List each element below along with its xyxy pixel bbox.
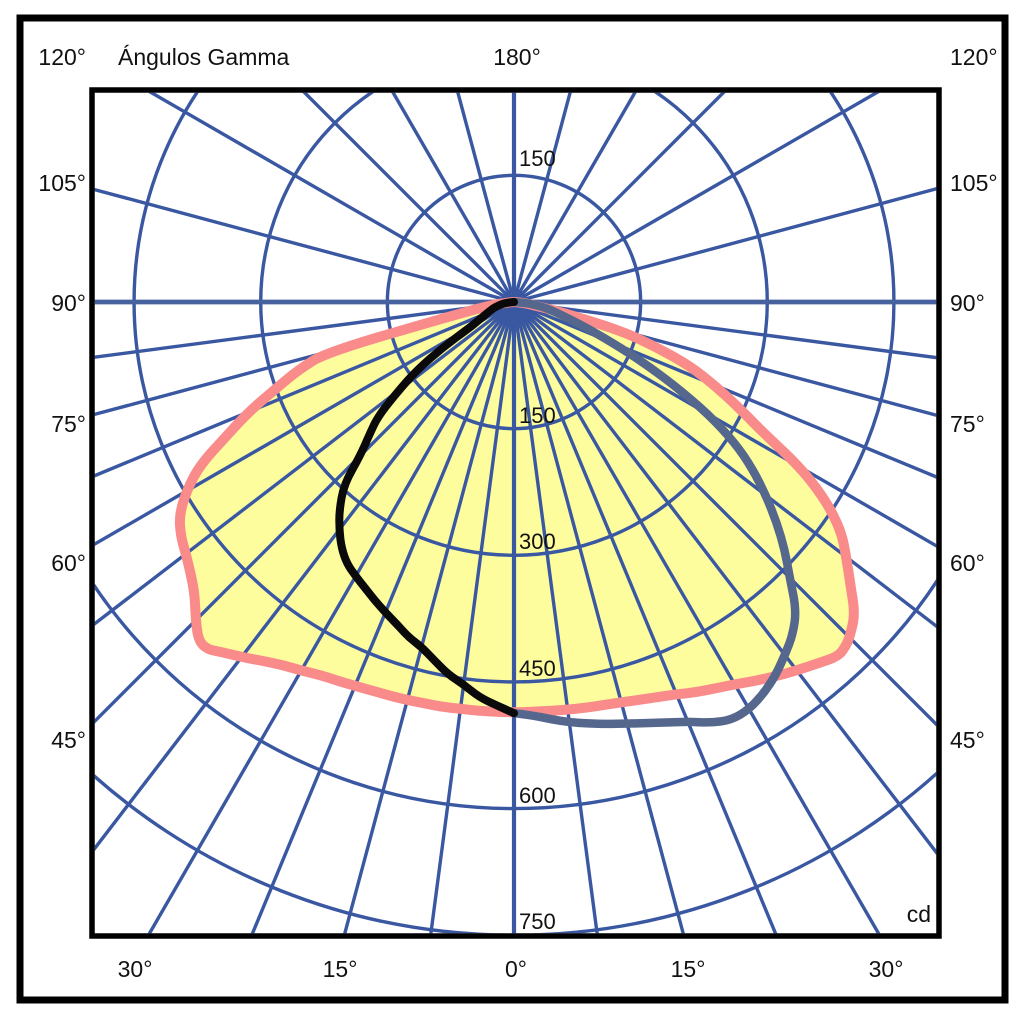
gamma-label-left-75: 75°	[51, 411, 86, 437]
gamma-label-right-120: 120°	[950, 44, 998, 70]
grid-spoke-195deg	[456, 92, 516, 303]
gamma-label-left-120: 120°	[38, 44, 86, 70]
grid-spoke-52.5deg	[512, 300, 937, 629]
grid-spoke--15deg	[343, 301, 516, 934]
plot-border	[89, 87, 942, 939]
gamma-label-right-60: 60°	[950, 550, 985, 576]
chart-title: Ángulos Gamma	[118, 44, 290, 70]
radial-tick-300: 300	[519, 529, 556, 554]
grid-spoke--82.5deg	[94, 300, 515, 359]
gamma-label-right-75: 75°	[950, 411, 985, 437]
grid-spoke-7.5deg	[512, 301, 599, 934]
gamma-label-bottom-2: 0°	[505, 956, 527, 982]
envelope-fill	[179, 302, 854, 713]
grid-spoke-210deg	[391, 92, 516, 303]
gamma-label-left-105: 105°	[38, 170, 86, 196]
curve-c90-c270	[509, 297, 800, 729]
grid-spoke-30deg	[512, 301, 881, 934]
gamma-label-top-180: 180°	[493, 44, 541, 70]
unit-label-cd: cd	[907, 901, 931, 927]
gamma-label-bottom-0: 30°	[118, 956, 153, 982]
grid-spoke-15deg	[512, 301, 685, 934]
gamma-label-left-45: 45°	[51, 727, 86, 753]
grid-spoke-240deg	[148, 92, 515, 304]
grid-spoke-60deg	[513, 300, 937, 548]
radial-tick-600: 600	[519, 783, 556, 808]
grid-spoke--22.5deg	[250, 301, 516, 934]
grid-spoke-82.5deg	[513, 300, 937, 360]
curve-c0-c180	[335, 298, 518, 718]
grid-spoke-135deg	[512, 92, 726, 304]
gamma-label-right-90: 90°	[950, 290, 985, 316]
grid-spoke--30deg	[147, 301, 516, 934]
gamma-label-left-90: 90°	[51, 290, 86, 316]
grid-spoke-120deg	[513, 92, 880, 304]
grid-spoke-105deg	[513, 187, 937, 304]
grid-spoke--60deg	[94, 300, 515, 547]
gamma-label-right-105: 105°	[950, 170, 998, 196]
grid-spoke--7.5deg	[429, 301, 516, 934]
gamma-label-bottom-1: 15°	[323, 956, 358, 982]
grid-spoke-150deg	[512, 92, 637, 303]
grid-spoke-255deg	[94, 187, 515, 304]
grid-spoke--67.5deg	[94, 300, 515, 478]
gamma-label-right-45: 45°	[950, 727, 985, 753]
grid-spoke--37.5deg	[94, 300, 516, 852]
radial-tick-150: 150	[519, 403, 556, 428]
radial-tick-750: 750	[519, 909, 556, 934]
grid-spoke-37.5deg	[512, 300, 937, 856]
gamma-label-bottom-4: 30°	[869, 956, 904, 982]
gamma-label-left-60: 60°	[51, 550, 86, 576]
grid-spoke-165deg	[512, 92, 572, 303]
tick-label-layer: 120° 105° 90° 75° 60° 45° 120° 105° 90° 75° 60° 45°…	[38, 44, 997, 982]
grid-spoke--45deg	[94, 300, 516, 724]
grid-spoke-22.5deg	[512, 301, 778, 934]
radial-tick-150-upper: 150	[519, 146, 556, 171]
curves-layer	[174, 297, 859, 729]
gamma-label-bottom-3: 15°	[671, 956, 706, 982]
grid-spoke-67.5deg	[513, 300, 937, 479]
radial-tick-450: 450	[519, 656, 556, 681]
grid-spoke-225deg	[302, 92, 516, 304]
